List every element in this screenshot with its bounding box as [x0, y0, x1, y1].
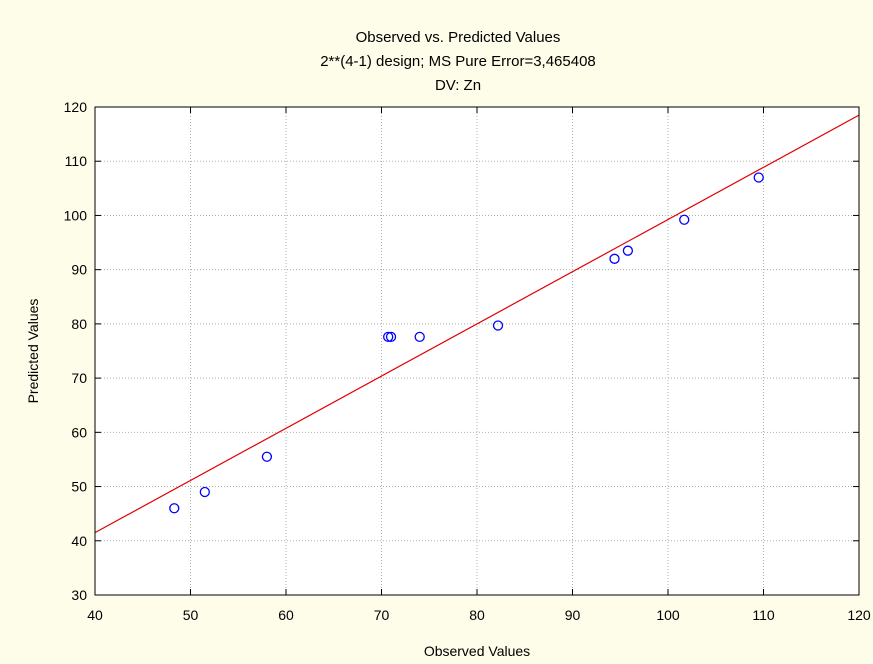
y-tick-label: 80 [71, 316, 87, 332]
data-point [383, 331, 394, 343]
data-point [199, 486, 210, 498]
x-axis-label: Observed Values [424, 643, 530, 659]
x-tick-label: 60 [278, 607, 294, 623]
x-tick-label: 90 [565, 607, 581, 623]
y-tick-label: 30 [71, 587, 87, 603]
y-tick-label: 120 [64, 99, 88, 115]
data-points [169, 172, 764, 514]
chart-title: Observed vs. Predicted Values [356, 29, 561, 46]
data-point [622, 245, 634, 256]
y-tick-label: 110 [65, 153, 88, 169]
y-tick-label: 100 [64, 207, 88, 223]
y-tick-label: 90 [71, 262, 87, 278]
axis-ticks: 40 50 60 70 80 90 100 110 1203040506070809010011… [64, 99, 871, 623]
regression-line [94, 114, 860, 534]
x-tick-label: 100 [656, 607, 680, 623]
data-point [679, 214, 690, 225]
y-tick-label: 70 [71, 370, 87, 386]
plot-frame [94, 106, 860, 596]
y-axis-label: Predicted Values [25, 299, 41, 404]
y-tick-label: 40 [71, 533, 87, 549]
x-tick-label: 50 [183, 607, 199, 623]
chart-subtitle-dv: DV: Zn [435, 77, 481, 94]
data-point [385, 331, 397, 343]
y-tick-label: 50 [71, 479, 87, 495]
chart-subtitle: 2**(4-1) design; MS Pure Error=3,465408 [320, 53, 596, 70]
data-point [169, 503, 180, 514]
x-tick-label: 80 [469, 607, 485, 623]
data-point [261, 451, 273, 462]
data-point [753, 172, 764, 183]
data-point [414, 331, 425, 343]
x-tick-label: 110 [752, 607, 775, 623]
x-tick-label: 70 [374, 607, 390, 623]
y-tick-label: 60 [71, 424, 87, 440]
x-tick-label: 40 [87, 607, 103, 623]
data-point [492, 320, 504, 331]
x-tick-label: 120 [847, 607, 871, 623]
data-point [609, 253, 620, 264]
